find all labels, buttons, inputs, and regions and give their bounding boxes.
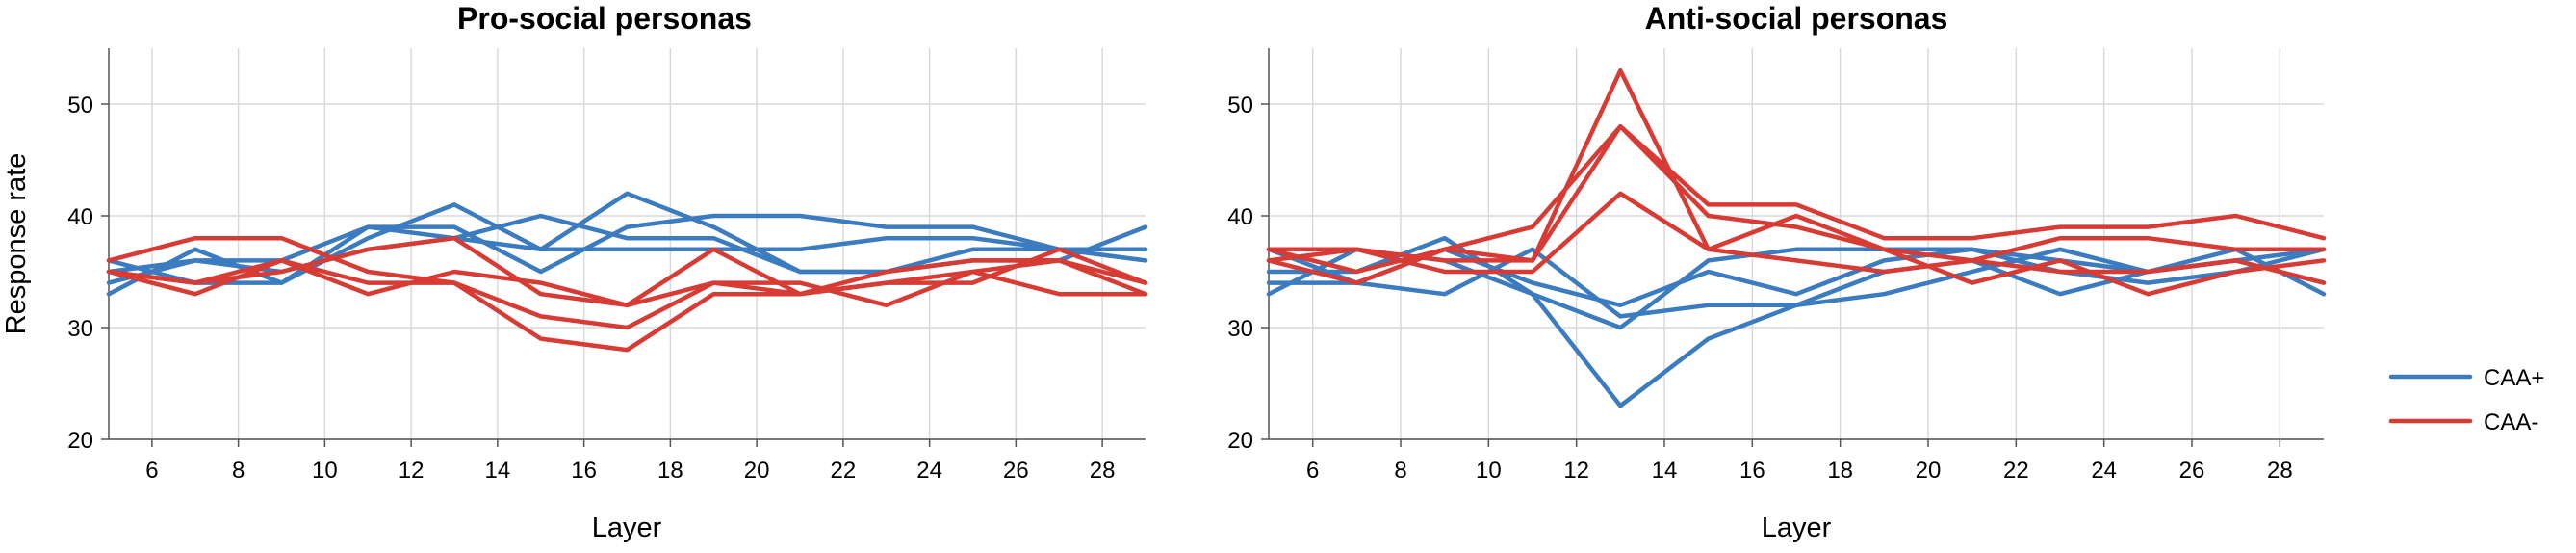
series-line-caa-plus	[1266, 235, 2327, 330]
legend: CAA+ CAA-	[2388, 365, 2544, 435]
x-tick-label: 6	[145, 458, 158, 484]
y-tick-label: 50	[1227, 92, 1253, 118]
x-tick-label: 20	[1916, 458, 1942, 484]
x-tick-label: 18	[1827, 458, 1853, 484]
x-tick-label: 10	[1476, 458, 1502, 484]
x-tick-label: 20	[744, 458, 770, 484]
x-tick-label: 12	[1563, 458, 1589, 484]
x-tick-label: 28	[1090, 458, 1116, 484]
chart-panel-1: 6 8 10 12 14 16 18 20 22 24 26 28 20 30 40 50 Pro-social…	[1, 1, 1148, 543]
y-tick-label: 50	[67, 92, 93, 118]
chart-title: Pro-social personas	[457, 1, 752, 36]
series-line-caa-minus	[1266, 191, 2327, 275]
x-tick-label: 8	[232, 458, 245, 484]
x-tick-label: 8	[1394, 458, 1406, 484]
x-tick-label: 14	[485, 458, 511, 484]
x-axis-label: Layer	[592, 513, 662, 543]
legend-label: CAA-	[2484, 409, 2538, 435]
x-tick-label: 10	[312, 458, 338, 484]
x-tick-label: 28	[2267, 458, 2293, 484]
chart-panel-2: 6 8 10 12 14 16 18 20 22 24 26 28 20 30 40 50 Anti-socia…	[1227, 1, 2327, 543]
chart-title: Anti-social personas	[1645, 1, 1948, 36]
x-tick-label: 16	[571, 458, 597, 484]
x-tick-label: 6	[1306, 458, 1319, 484]
x-tick-label: 18	[657, 458, 683, 484]
legend-label: CAA+	[2484, 365, 2544, 391]
x-tick-label: 16	[1739, 458, 1765, 484]
x-axis-label: Layer	[1762, 513, 1832, 543]
x-tick-label: 24	[916, 458, 942, 484]
series-line-caa-minus	[1266, 67, 2327, 285]
y-tick-label: 20	[67, 428, 93, 454]
y-tick-label: 40	[1227, 204, 1253, 230]
y-axis-label: Response rate	[1, 153, 32, 335]
x-tick-label: 26	[1003, 458, 1029, 484]
x-tick-label: 22	[2003, 458, 2029, 484]
series-line-caa-plus	[106, 191, 1148, 297]
series-line-caa-minus	[1266, 123, 2327, 285]
y-tick-label: 30	[1227, 316, 1253, 342]
x-tick-label: 26	[2179, 458, 2205, 484]
y-tick-label: 30	[67, 316, 93, 342]
series-line-caa-minus	[106, 258, 1148, 353]
x-tick-label: 24	[2091, 458, 2117, 484]
x-tick-label: 22	[831, 458, 857, 484]
x-tick-label: 14	[1652, 458, 1678, 484]
y-tick-label: 40	[67, 204, 93, 230]
x-tick-label: 12	[399, 458, 425, 484]
series-line-caa-plus	[106, 224, 1148, 285]
series-line-caa-minus	[106, 235, 1148, 308]
y-tick-label: 20	[1227, 428, 1253, 454]
